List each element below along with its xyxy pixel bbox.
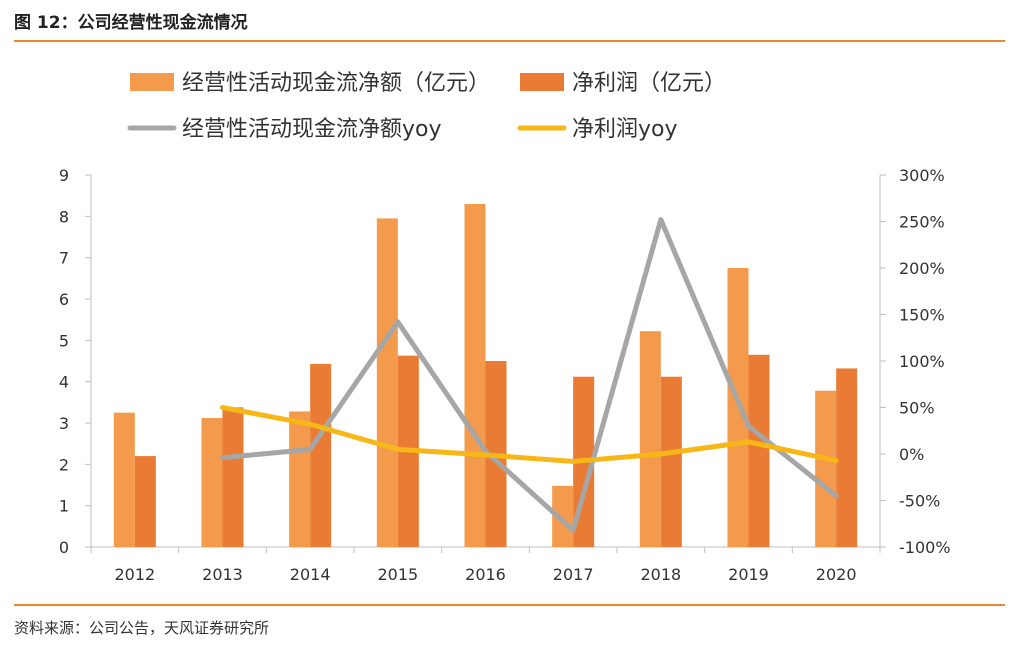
- bar-ocf: [289, 411, 311, 547]
- legend-label: 经营性活动现金流净额yoy: [182, 117, 442, 142]
- x-tick-label: 2013: [202, 565, 243, 584]
- bar-ocf: [815, 390, 837, 547]
- legend-label: 净利润yoy: [572, 117, 678, 142]
- left-tick-label: 3: [59, 414, 69, 433]
- left-tick-label: 5: [59, 331, 69, 350]
- x-tick-label: 2018: [640, 565, 681, 584]
- bar-net-profit: [134, 456, 156, 547]
- right-tick-label: -100%: [899, 538, 951, 557]
- chart: 经营性活动现金流净额（亿元） 净利润（亿元） 经营性活动现金流净额yoy 净利润yoy…: [59, 71, 951, 584]
- left-tick-label: 9: [59, 166, 69, 185]
- left-tick-label: 2: [59, 455, 69, 474]
- bar-ocf: [201, 418, 223, 547]
- bars: [113, 203, 858, 547]
- bar-ocf: [639, 331, 661, 547]
- top-divider: [14, 40, 1005, 42]
- left-tick-label: 4: [59, 373, 69, 392]
- x-tick-label: 2015: [377, 565, 418, 584]
- left-tick-label: 1: [59, 497, 69, 516]
- bar-net-profit: [836, 368, 858, 547]
- legend-label: 经营性活动现金流净额（亿元）: [182, 71, 490, 96]
- bar-ocf: [113, 412, 135, 547]
- right-tick-label: 200%: [899, 259, 945, 278]
- right-tick-label: 150%: [899, 306, 945, 325]
- axes: 0 1 2 3 4 5 6 7 8 9 -100% -50% 0% 50% 100% 150% 200% 250%…: [59, 166, 951, 584]
- right-tick-label: 0%: [899, 445, 924, 464]
- bar-net-profit: [660, 376, 682, 547]
- right-tick-label: 300%: [899, 166, 945, 185]
- x-tick-label: 2016: [465, 565, 506, 584]
- bar-ocf: [376, 218, 398, 547]
- right-tick-label: 100%: [899, 352, 945, 371]
- x-tick-label: 2017: [553, 565, 594, 584]
- right-tick-label: 250%: [899, 213, 945, 232]
- left-tick-label: 7: [59, 249, 69, 268]
- x-tick-label: 2012: [114, 565, 155, 584]
- left-tick-label: 8: [59, 207, 69, 226]
- legend-swatch: [130, 73, 174, 91]
- bar-net-profit: [222, 407, 244, 547]
- line-net-profit-yoy: [220, 405, 839, 464]
- x-tick-label: 2014: [290, 565, 331, 584]
- page-title: 图 12：公司经营性现金流情况: [14, 13, 248, 33]
- bar-net-profit: [310, 363, 332, 547]
- lines: [220, 217, 839, 533]
- right-tick-label: 50%: [899, 399, 935, 418]
- bar-ocf: [552, 485, 574, 547]
- left-tick-label: 0: [59, 538, 69, 557]
- legend: 经营性活动现金流净额（亿元） 净利润（亿元） 经营性活动现金流净额yoy 净利润yoy: [127, 71, 726, 142]
- legend-label: 净利润（亿元）: [572, 71, 726, 96]
- bottom-divider: [14, 604, 1005, 606]
- x-tick-label: 2019: [728, 565, 769, 584]
- left-tick-label: 6: [59, 290, 69, 309]
- bar-ocf: [464, 203, 486, 547]
- source-note: 资料来源：公司公告，天风证券研究所: [14, 619, 270, 637]
- x-tick-label: 2020: [816, 565, 857, 584]
- legend-swatch: [520, 73, 564, 91]
- bar-net-profit: [748, 354, 770, 547]
- right-tick-label: -50%: [899, 492, 940, 511]
